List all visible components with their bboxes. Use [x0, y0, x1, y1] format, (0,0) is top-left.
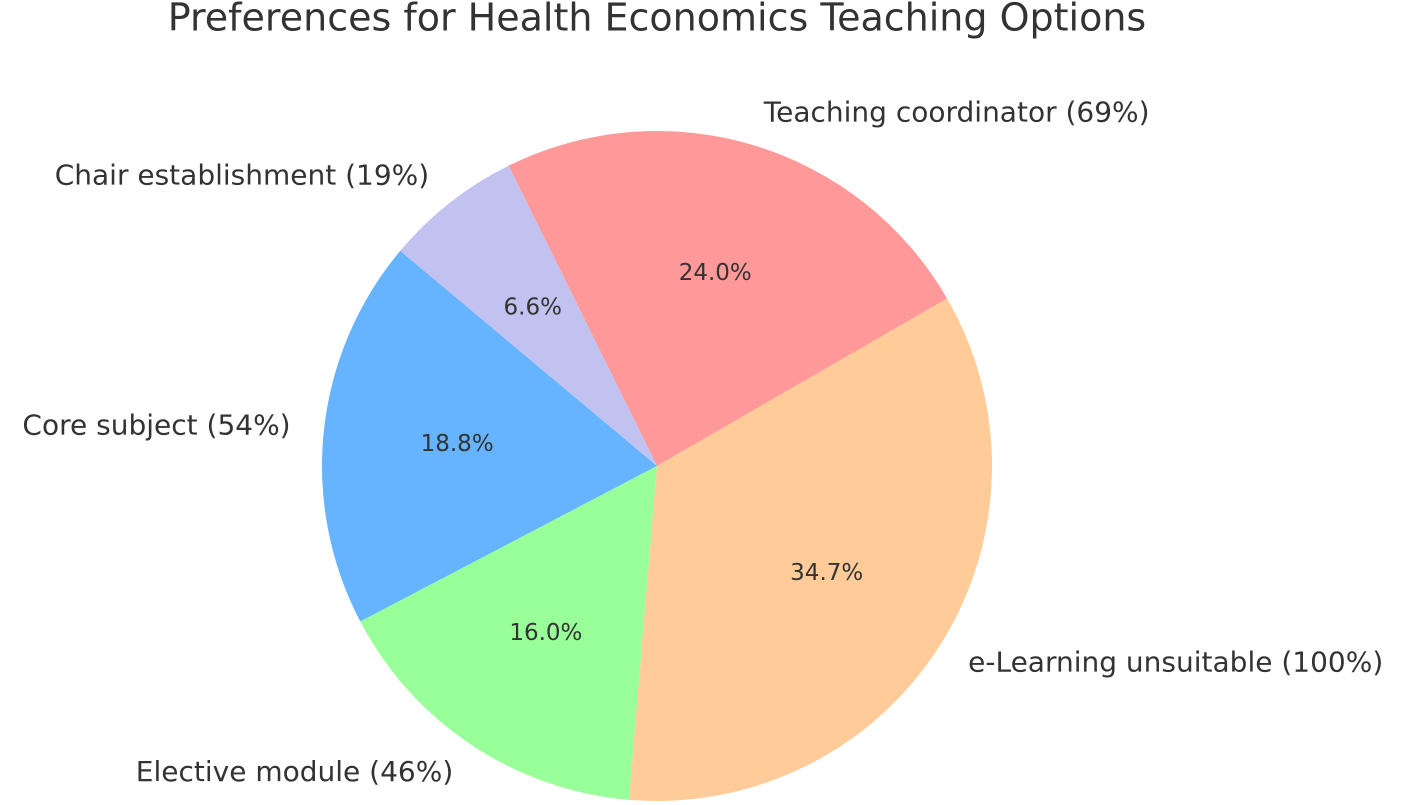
- percent-label: 24.0%: [679, 260, 752, 286]
- percent-label: 16.0%: [509, 620, 582, 646]
- slice-label: e-Learning unsuitable (100%): [968, 645, 1383, 678]
- slice-label: Elective module (46%): [136, 755, 453, 788]
- pie-slice: [321, 250, 657, 622]
- percent-label: 34.7%: [790, 560, 863, 586]
- pie-slice: [508, 131, 948, 466]
- percent-label: 6.6%: [504, 295, 562, 321]
- slice-label: Core subject (54%): [22, 409, 290, 442]
- chart-title: Preferences for Health Economics Teachin…: [168, 0, 1146, 40]
- slice-label: Chair establishment (19%): [55, 158, 429, 191]
- pie-slice: [628, 298, 993, 801]
- percent-label: 18.8%: [421, 431, 494, 457]
- pie-slice: [360, 466, 657, 800]
- pie-slice: [400, 165, 657, 466]
- slice-label: Teaching coordinator (69%): [763, 95, 1150, 128]
